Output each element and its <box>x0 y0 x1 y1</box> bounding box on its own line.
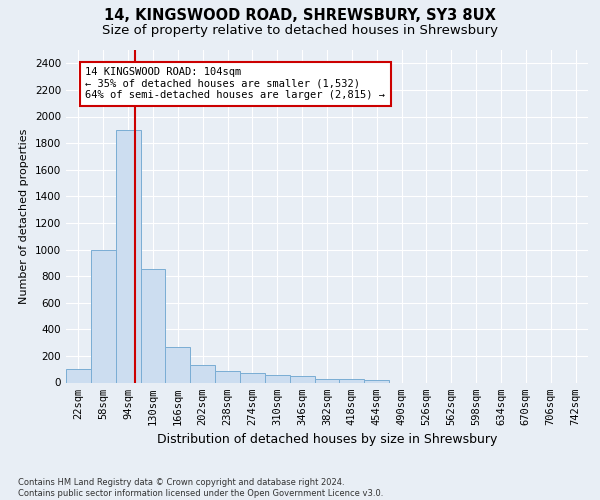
Y-axis label: Number of detached properties: Number of detached properties <box>19 128 29 304</box>
Bar <box>140 270 166 382</box>
Bar <box>240 373 265 382</box>
Bar <box>290 376 314 382</box>
Bar <box>66 369 91 382</box>
Bar <box>116 130 140 382</box>
Bar <box>340 378 364 382</box>
X-axis label: Distribution of detached houses by size in Shrewsbury: Distribution of detached houses by size … <box>157 433 497 446</box>
Text: Contains HM Land Registry data © Crown copyright and database right 2024.
Contai: Contains HM Land Registry data © Crown c… <box>18 478 383 498</box>
Bar <box>364 380 389 382</box>
Bar <box>190 365 215 382</box>
Bar <box>166 346 190 382</box>
Bar <box>215 370 240 382</box>
Bar <box>91 250 116 382</box>
Text: Size of property relative to detached houses in Shrewsbury: Size of property relative to detached ho… <box>102 24 498 37</box>
Text: 14, KINGSWOOD ROAD, SHREWSBURY, SY3 8UX: 14, KINGSWOOD ROAD, SHREWSBURY, SY3 8UX <box>104 8 496 22</box>
Bar <box>265 374 290 382</box>
Bar <box>314 378 340 382</box>
Text: 14 KINGSWOOD ROAD: 104sqm
← 35% of detached houses are smaller (1,532)
64% of se: 14 KINGSWOOD ROAD: 104sqm ← 35% of detac… <box>85 68 385 100</box>
